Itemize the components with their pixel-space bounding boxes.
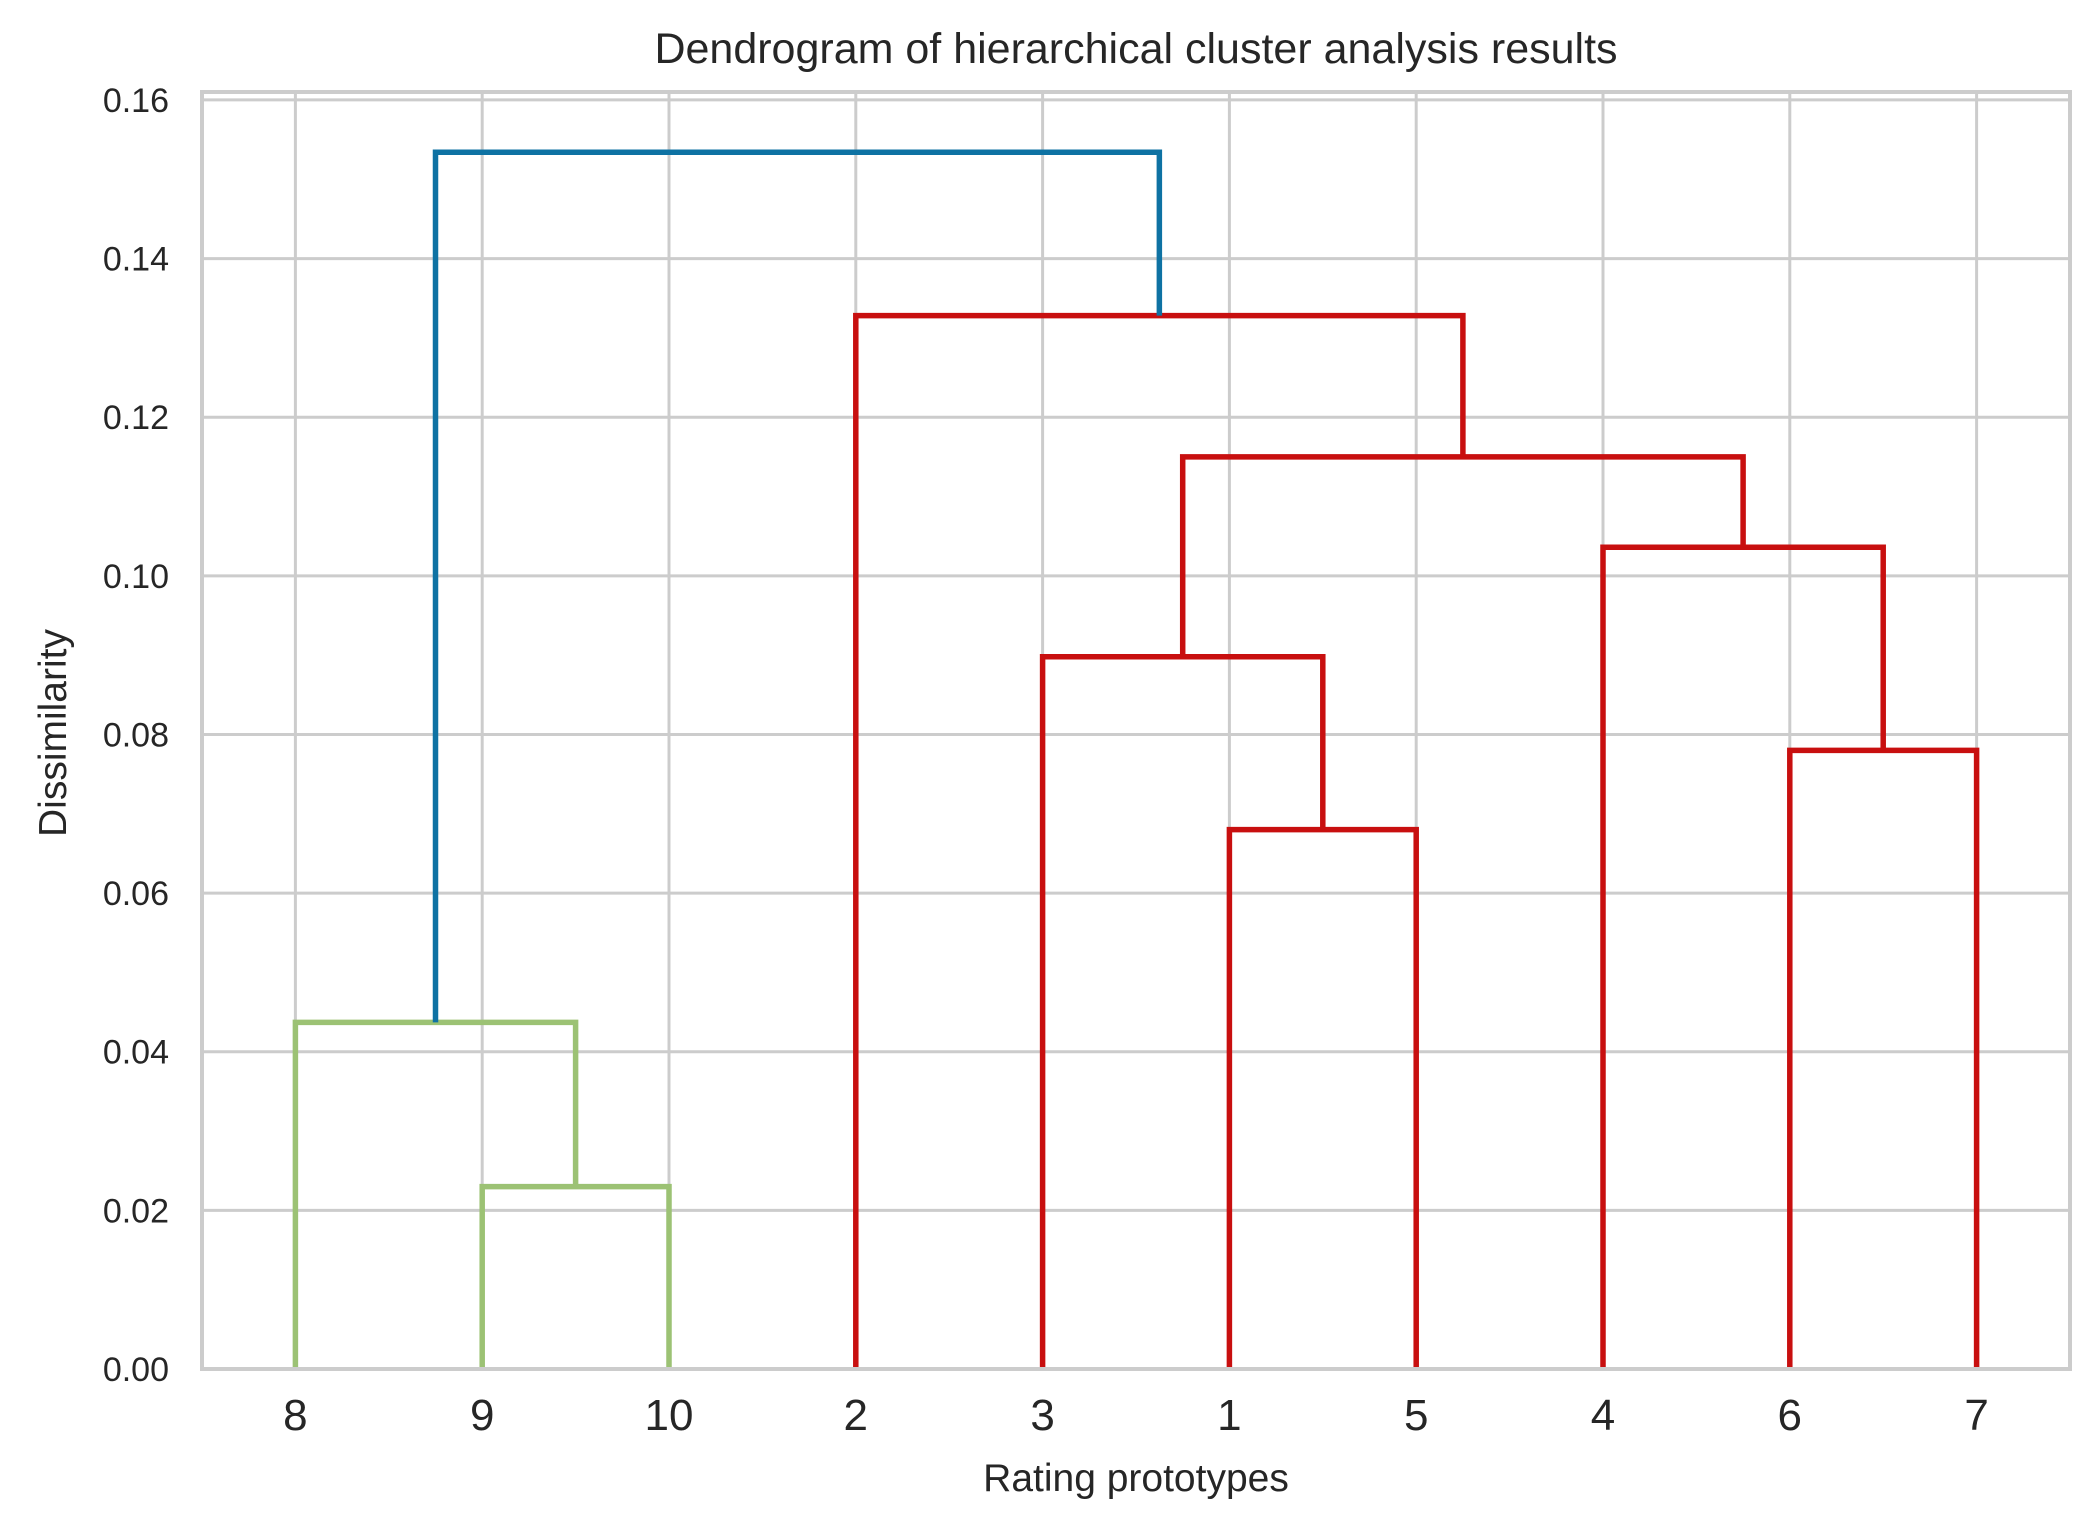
- x-tick-label: 8: [283, 1391, 307, 1440]
- y-tick-label: 0.04: [103, 1034, 169, 1072]
- y-tick-label: 0.02: [103, 1192, 169, 1230]
- y-tick-label: 0.14: [103, 241, 169, 279]
- x-tick-label: 10: [645, 1391, 694, 1440]
- dendrogram-link-5: [1039, 653, 1326, 1369]
- y-tick-label: 0.06: [103, 875, 169, 913]
- y-tick-labels: 0.00 0.02 0.04 0.06 0.08 0.10 0.12 0.14 0.16: [103, 82, 169, 1389]
- dendrogram-link-3: [1226, 826, 1419, 1369]
- y-tick-label: 0.08: [103, 716, 169, 754]
- x-tick-label: 2: [844, 1391, 868, 1440]
- y-tick-label: 0.00: [103, 1351, 169, 1389]
- dendrogram-link-4: [1787, 747, 1980, 1369]
- x-tick-label: 5: [1404, 1391, 1428, 1440]
- x-axis-label: Rating prototypes: [983, 1457, 1289, 1500]
- plot-frame: [200, 90, 2072, 1371]
- dendrogram-links: [292, 149, 1980, 1369]
- x-tick-label: 7: [1964, 1391, 1988, 1440]
- x-tick-label: 1: [1217, 1391, 1241, 1440]
- y-tick-label: 0.16: [103, 82, 169, 120]
- chart-title: Dendrogram of hierarchical cluster analy…: [654, 25, 1617, 73]
- x-tick-label: 3: [1030, 1391, 1054, 1440]
- x-tick-label: 6: [1778, 1391, 1802, 1440]
- x-tick-label: 9: [470, 1391, 494, 1440]
- x-tick-labels: 8 9 10 2 3 1 5 4 6 7: [283, 1391, 1989, 1440]
- y-axis-label: Dissimilarity: [32, 629, 75, 837]
- x-tick-label: 4: [1591, 1391, 1615, 1440]
- dendrogram-link-6: [1600, 544, 1886, 1369]
- dendrogram-link-2: [292, 1019, 579, 1369]
- dendrogram-link-7: [1179, 454, 1746, 657]
- y-tick-label: 0.12: [103, 399, 169, 437]
- dendrogram-link-9: [432, 149, 1163, 1023]
- y-tick-label: 0.10: [103, 558, 169, 596]
- dendrogram-link-1: [479, 1183, 672, 1369]
